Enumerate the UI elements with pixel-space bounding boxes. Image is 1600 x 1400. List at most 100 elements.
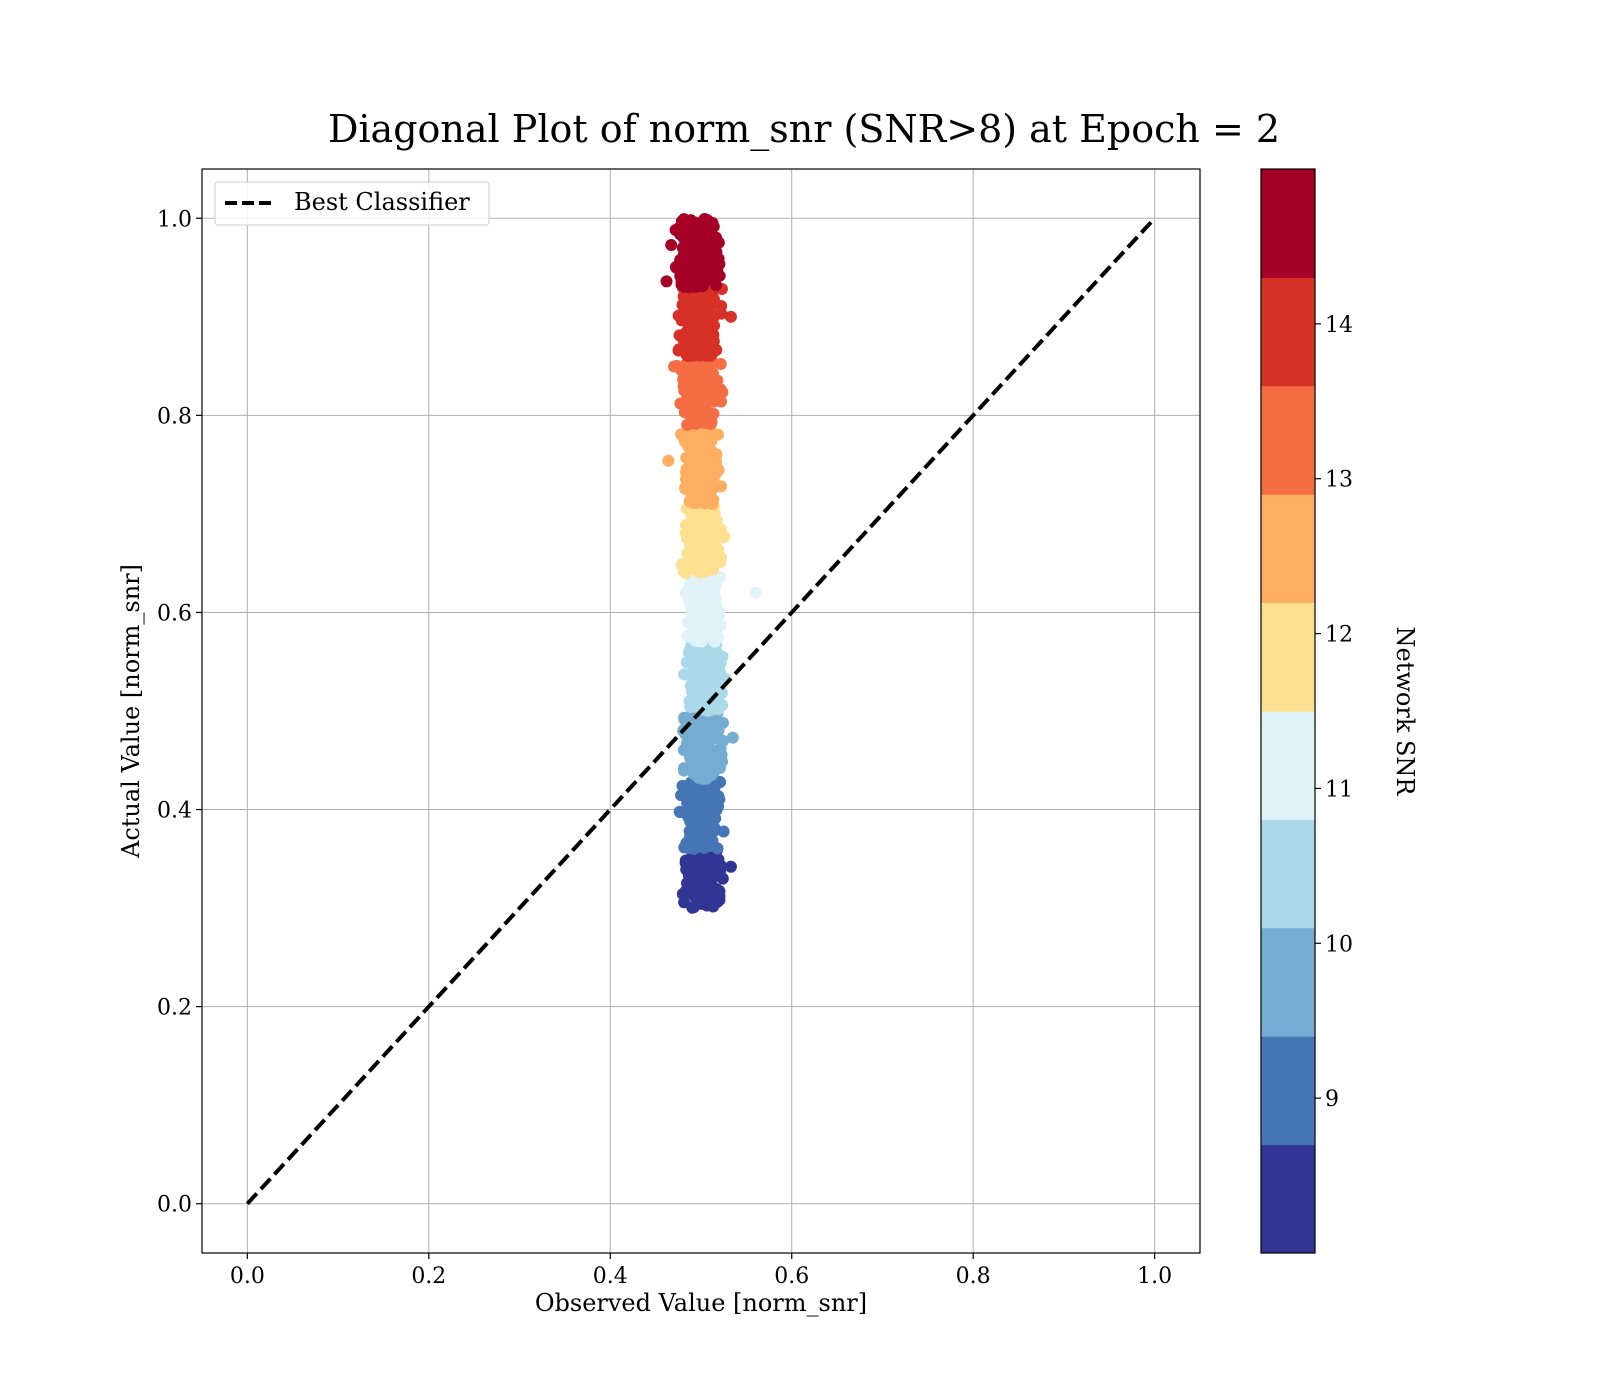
colorbar-tick-label: 10 (1325, 932, 1353, 957)
colorbar-band (1261, 277, 1315, 387)
scatter-point (714, 357, 727, 370)
colorbar-ticks: 9 10 11 12 13 14 (1315, 313, 1353, 1112)
colorbar-bands (1261, 169, 1315, 1254)
colorbar-band (1261, 494, 1315, 604)
colorbar-frame (1260, 168, 1316, 1254)
scatter-point (692, 720, 705, 733)
scatter-point (683, 524, 696, 537)
scatter-point (680, 656, 693, 669)
scatter-point (678, 762, 691, 775)
scatter-point (691, 881, 704, 894)
y-tick-label: 1.0 (157, 207, 192, 232)
scatter-point (709, 270, 722, 283)
scatter-point (689, 872, 702, 885)
y-axis-title: Actual Value [norm_snr] (117, 564, 145, 859)
x-axis-ticks: 0.0 0.2 0.4 0.6 0.8 1.0 (230, 1253, 1172, 1289)
scatter-point (678, 406, 691, 419)
scatter-point (690, 240, 703, 253)
scatter-point (680, 737, 693, 750)
y-tick-label: 0.0 (157, 1193, 192, 1218)
colorbar-title: Network SNR (1391, 627, 1419, 797)
y-axis-ticks: 0.0 0.2 0.4 0.6 0.8 1.0 (157, 207, 202, 1218)
scatter-point (710, 448, 723, 461)
colorbar-tick-label: 14 (1325, 313, 1353, 338)
scatter-point (707, 328, 720, 341)
colorbar-band (1261, 385, 1315, 495)
scatter-point (691, 741, 704, 754)
scatter-point (683, 359, 696, 372)
scatter-point (668, 360, 681, 373)
scatter-point (692, 462, 705, 475)
scatter-point (712, 703, 725, 716)
scatter-point (694, 327, 707, 340)
scatter-point-outlier (724, 310, 737, 323)
y-tick-label: 0.6 (157, 601, 192, 626)
colorbar-tick-label: 13 (1325, 468, 1353, 493)
scatter-point (703, 510, 716, 523)
scatter-point (702, 233, 715, 246)
scatter-point (717, 825, 730, 838)
scatter-point (688, 509, 701, 522)
chart-title: Diagonal Plot of norm_snr (SNR>8) at Epo… (328, 107, 1280, 152)
scatter-series-snr-13.6-14.3 (672, 281, 728, 362)
scatter-point (702, 796, 715, 809)
scatter-point (687, 792, 700, 805)
scatter-point (703, 339, 716, 352)
scatter-point (713, 894, 726, 907)
scatter-point (710, 630, 723, 643)
best-classifier-line-group (245, 216, 1157, 1206)
best-classifier-line (245, 216, 1157, 1206)
scatter-point (686, 386, 699, 399)
scatter-point (704, 485, 717, 498)
legend-label: Best Classifier (294, 188, 470, 216)
scatter-point (715, 748, 728, 761)
scatter-point (698, 863, 711, 876)
scatter-point (697, 414, 710, 427)
scatter-point (678, 270, 691, 283)
scatter-point (692, 622, 705, 635)
scatter-point (708, 615, 721, 628)
x-tick-label: 0.2 (411, 1264, 446, 1289)
scatter-point (691, 489, 704, 502)
scatter-point (698, 290, 711, 303)
scatter-point (716, 386, 729, 399)
scatter-point (697, 427, 710, 440)
colorbar-tick-label: 9 (1325, 1087, 1339, 1112)
scatter-point (705, 252, 718, 265)
scatter-point (715, 395, 728, 408)
scatter-point (706, 458, 719, 471)
scatter-point (703, 644, 716, 657)
scatter-point (699, 315, 712, 328)
scatter-point (701, 445, 714, 458)
scatter-point (682, 431, 695, 444)
y-tick-label: 0.4 (157, 799, 192, 824)
scatter-point (687, 411, 700, 424)
scatter-point (711, 374, 724, 387)
scatter-point-outlier (726, 731, 739, 744)
scatter-point (712, 236, 725, 249)
colorbar-band (1261, 711, 1315, 820)
colorbar-tick-label: 12 (1325, 623, 1353, 648)
scatter-point (712, 790, 725, 803)
scatter-point (697, 683, 710, 696)
legend: Best Classifier (214, 181, 490, 226)
legend-box (214, 181, 490, 226)
scatter-point (679, 231, 692, 244)
scatter-point (713, 776, 726, 789)
scatter-series-snr-10.8-11.5 (679, 568, 727, 648)
colorbar: 9 10 11 12 13 14 Network SNR (1260, 168, 1419, 1254)
scatter-point (684, 214, 697, 227)
colorbar-band (1261, 1144, 1315, 1254)
scatter-point (703, 394, 716, 407)
x-tick-label: 0.8 (956, 1264, 991, 1289)
x-tick-label: 0.4 (593, 1264, 628, 1289)
scatter-point (700, 835, 713, 848)
scatter-point (689, 834, 702, 847)
scatter-point (716, 716, 729, 729)
scatter-point (683, 593, 696, 606)
scatter-point (712, 543, 725, 556)
scatter-point (692, 337, 705, 350)
scatter-points (660, 213, 762, 914)
scatter-point (684, 815, 697, 828)
